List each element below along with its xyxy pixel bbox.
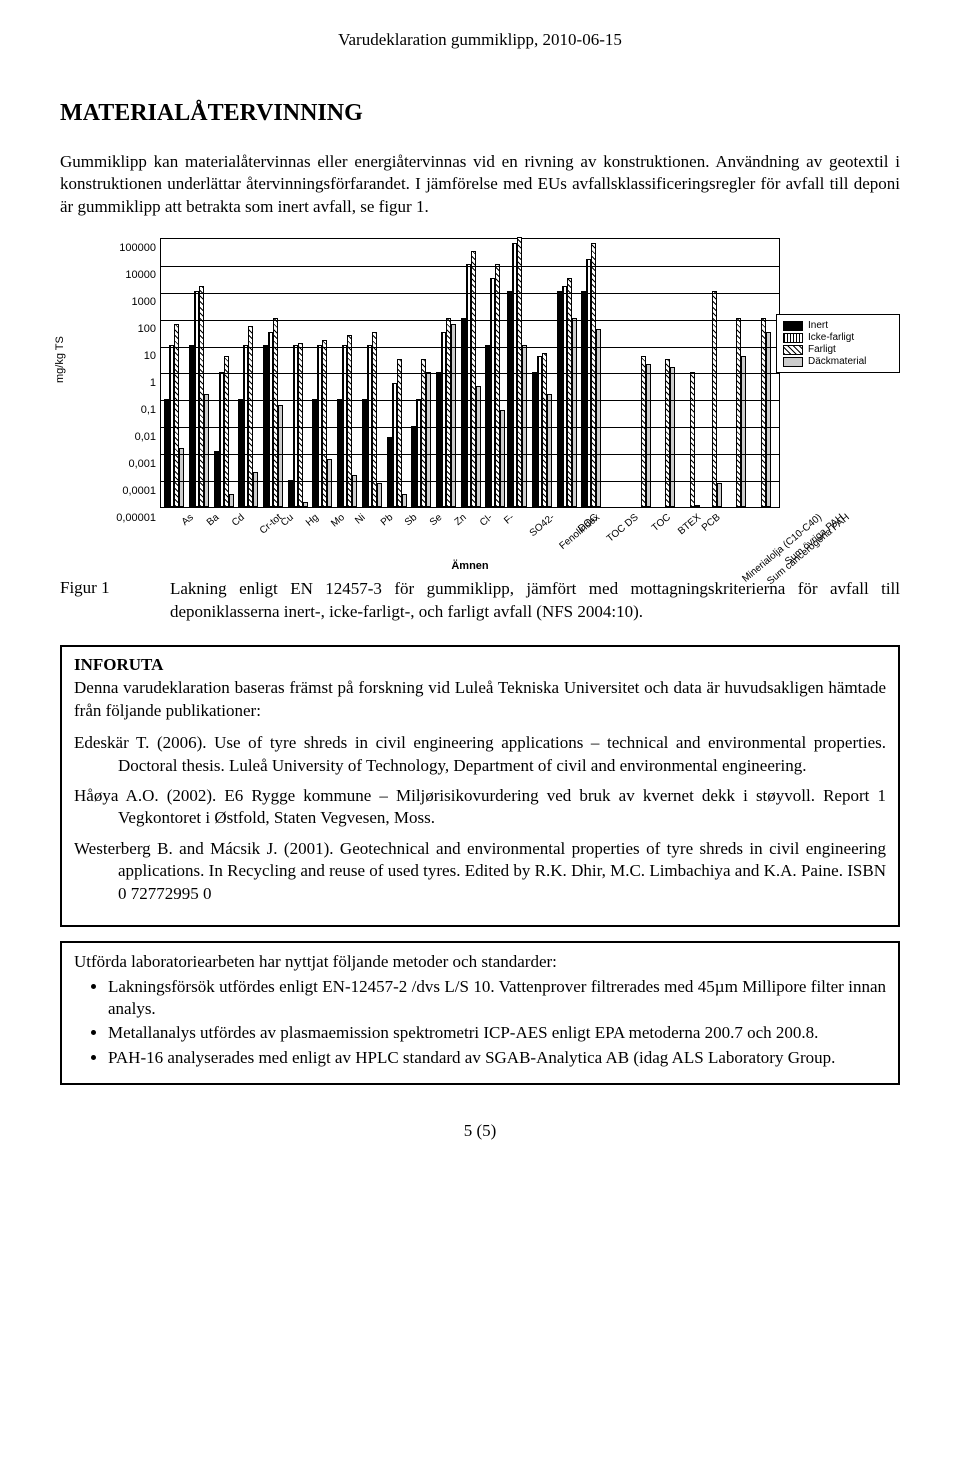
y-tick: 1: [96, 377, 156, 389]
x-tick: TOC DS: [604, 512, 640, 545]
y-tick: 1000: [96, 296, 156, 308]
bar: [278, 405, 283, 508]
methods-list: Lakningsförsök utfördes enligt EN-12457-…: [74, 976, 886, 1070]
bar: [547, 394, 552, 507]
gridline: [161, 400, 779, 401]
legend-label: Icke-farligt: [808, 332, 854, 343]
methods-box: Utförda laboratoriearbeten har nyttjat f…: [60, 941, 900, 1085]
x-tick: TOC: [650, 512, 673, 534]
bar: [426, 372, 431, 507]
y-tick: 100: [96, 323, 156, 335]
y-tick: 10000: [96, 269, 156, 281]
bar: [741, 356, 746, 507]
gridline: [161, 481, 779, 482]
gridline: [161, 373, 779, 374]
methods-bullet: Metallanalys utfördes av plasmaemission …: [108, 1022, 886, 1044]
x-tick: Mo: [329, 512, 347, 529]
bar: [327, 459, 332, 508]
bar: [690, 372, 695, 507]
y-tick: 0,00001: [96, 512, 156, 524]
gridline: [161, 427, 779, 428]
legend-swatch: [783, 357, 803, 367]
document-header: Varudeklaration gummiklipp, 2010-06-15: [60, 30, 900, 50]
x-tick: Cd: [230, 512, 247, 529]
info-box-title: INFORUTA: [74, 655, 886, 675]
x-tick: SO42-: [528, 512, 557, 539]
x-tick: Hg: [304, 512, 321, 529]
legend-label: Inert: [808, 320, 828, 331]
legend-label: Farligt: [808, 344, 836, 355]
info-box: INFORUTA Denna varudeklaration baseras f…: [60, 645, 900, 927]
gridline: [161, 454, 779, 455]
x-tick: Ba: [205, 512, 221, 528]
chart-x-axis: Ämnen AsBaCdCr-totCuHgMoNiPbSbSeZnCl-F-S…: [160, 508, 780, 552]
y-tick: 0,01: [96, 431, 156, 443]
legend-swatch: [783, 333, 803, 343]
page: Varudeklaration gummiklipp, 2010-06-15 M…: [0, 0, 960, 1171]
x-tick: F-: [502, 512, 516, 527]
bar: [695, 505, 700, 508]
y-tick: 0,0001: [96, 485, 156, 497]
reference-item: Edeskär T. (2006). Use of tyre shreds in…: [74, 732, 886, 777]
x-tick: Ni: [353, 512, 367, 527]
chart-plot-area: [160, 238, 780, 508]
bar: [229, 494, 234, 508]
methods-intro: Utförda laboratoriearbeten har nyttjat f…: [74, 951, 886, 973]
x-tick: Cl-: [478, 512, 495, 529]
bar: [670, 367, 675, 507]
bar: [204, 394, 209, 507]
x-tick: Zn: [453, 512, 469, 528]
reference-item: Håøya A.O. (2002). E6 Rygge kommune – Mi…: [74, 785, 886, 830]
reference-item: Westerberg B. and Mácsik J. (2001). Geot…: [74, 838, 886, 905]
bar: [224, 356, 229, 507]
page-number: 5 (5): [60, 1121, 900, 1141]
bar: [377, 483, 382, 507]
references-list: Edeskär T. (2006). Use of tyre shreds in…: [74, 732, 886, 905]
x-tick: Pb: [378, 512, 394, 528]
y-tick: 100000: [96, 242, 156, 254]
x-tick: As: [180, 512, 196, 528]
y-tick: 10: [96, 350, 156, 362]
chart-x-axis-label: Ämnen: [160, 560, 780, 572]
gridline: [161, 347, 779, 348]
legend-swatch: [783, 321, 803, 331]
bar: [179, 448, 184, 507]
legend-item: Inert: [783, 320, 893, 331]
bar: [646, 364, 651, 507]
bar: [397, 359, 402, 508]
bar: [402, 494, 407, 508]
gridline: [161, 266, 779, 267]
legend-item: Däckmaterial: [783, 356, 893, 367]
legend-item: Farligt: [783, 344, 893, 355]
gridline: [161, 293, 779, 294]
legend-label: Däckmaterial: [808, 356, 866, 367]
y-tick: 0,001: [96, 458, 156, 470]
page-title: MATERIALÅTERVINNING: [60, 100, 900, 127]
bar: [303, 502, 308, 507]
x-tick: Cr-tot: [257, 512, 283, 536]
intro-paragraph: Gummiklipp kan materialåtervinnas eller …: [60, 151, 900, 218]
bar: [253, 472, 258, 507]
leaching-chart: mg/kg TS 1000001000010001001010,10,010,0…: [60, 228, 900, 568]
bar: [476, 386, 481, 508]
figure-label: Figur 1: [60, 578, 140, 598]
bar: [717, 483, 722, 507]
bar: [298, 343, 303, 508]
x-tick: Sb: [403, 512, 419, 528]
y-tick: 0,1: [96, 404, 156, 416]
info-box-intro: Denna varudeklaration baseras främst på …: [74, 677, 886, 722]
chart-legend: InertIcke-farligtFarligtDäckmaterial: [776, 314, 900, 373]
legend-item: Icke-farligt: [783, 332, 893, 343]
gridline: [161, 320, 779, 321]
chart-y-axis-label: mg/kg TS: [54, 336, 66, 383]
methods-bullet: Lakningsförsök utfördes enligt EN-12457-…: [108, 976, 886, 1021]
x-tick: Cu: [279, 512, 296, 529]
x-tick: Se: [428, 512, 444, 528]
figure-caption: Lakning enligt EN 12457-3 för gummiklipp…: [170, 578, 900, 623]
bar: [500, 410, 505, 507]
methods-bullet: PAH-16 analyserades med enligt av HPLC s…: [108, 1047, 886, 1069]
legend-swatch: [783, 345, 803, 355]
x-tick: PCB: [700, 512, 723, 534]
